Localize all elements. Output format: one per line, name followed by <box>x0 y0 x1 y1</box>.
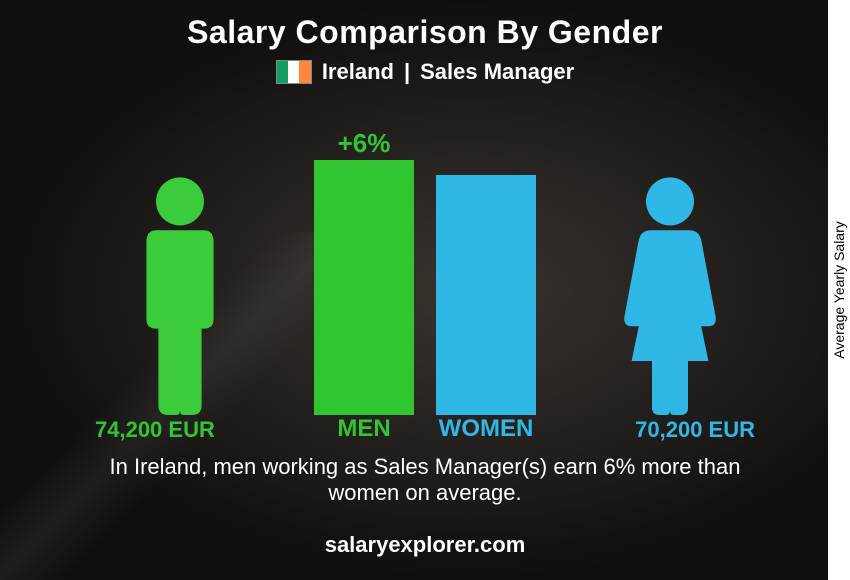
country-label: Ireland <box>322 59 394 85</box>
bar-group: +6% MEN WOMEN <box>314 160 536 415</box>
subtitle-row: Ireland | Sales Manager <box>0 59 850 85</box>
chart-area: +6% MEN WOMEN 74,200 EUR 70,200 EUR <box>105 115 745 445</box>
yaxis-strip: Average Yearly Salary <box>828 0 850 580</box>
female-bar: WOMEN <box>436 175 536 415</box>
separator: | <box>404 59 410 85</box>
ireland-flag-icon <box>276 60 312 84</box>
role-label: Sales Manager <box>420 59 574 85</box>
page-title: Salary Comparison By Gender <box>0 0 850 51</box>
diff-label: +6% <box>338 128 391 159</box>
flag-stripe-1 <box>277 61 288 83</box>
flag-stripe-2 <box>288 61 299 83</box>
content-layer: Salary Comparison By Gender Ireland | Sa… <box>0 0 850 580</box>
summary-text: In Ireland, men working as Sales Manager… <box>85 454 765 506</box>
female-bar-label: WOMEN <box>439 415 534 443</box>
male-salary-value: 74,200 EUR <box>95 417 215 443</box>
yaxis-label: Average Yearly Salary <box>831 221 847 359</box>
female-person-icon <box>605 175 735 415</box>
source-label: salaryexplorer.com <box>325 532 526 558</box>
male-bar-label: MEN <box>337 415 390 443</box>
male-bar: +6% MEN <box>314 160 414 415</box>
female-salary-value: 70,200 EUR <box>635 417 755 443</box>
flag-stripe-3 <box>299 61 310 83</box>
male-person-icon <box>115 175 245 415</box>
